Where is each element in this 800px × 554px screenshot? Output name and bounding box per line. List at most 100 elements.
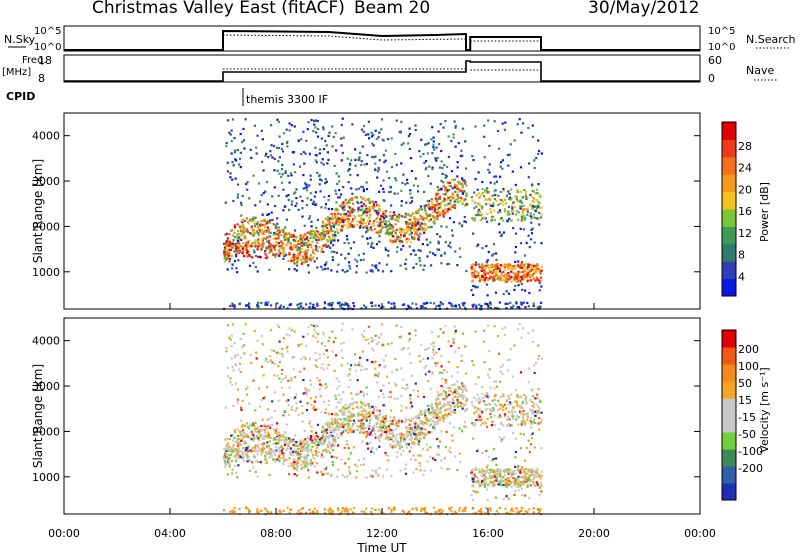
scatter-cell: [496, 334, 500, 338]
scatter-cell: [351, 414, 354, 417]
scatter-cell: [433, 206, 436, 209]
scatter-cell: [369, 213, 372, 216]
scatter-cell: [263, 437, 266, 440]
scatter-cell: [472, 423, 475, 426]
scatter-cell: [481, 452, 484, 455]
scatter-cell: [273, 245, 277, 248]
scatter-cell: [325, 434, 328, 437]
scatter-cell: [269, 359, 272, 362]
scatter-cell: [257, 443, 260, 446]
scatter-cell: [233, 429, 236, 432]
scatter-cell: [225, 243, 228, 246]
scatter-cell: [537, 200, 540, 203]
scatter-cell: [435, 200, 439, 203]
scatter-cell: [348, 168, 351, 171]
scatter-cell: [386, 229, 389, 232]
scatter-cell: [364, 208, 367, 211]
scatter-cell: [266, 427, 269, 430]
scatter-cell: [252, 217, 255, 220]
scatter-cell: [500, 274, 503, 277]
scatter-cell: [476, 202, 479, 205]
scatter-cell: [308, 389, 311, 392]
scatter-cell: [456, 380, 459, 383]
scatter-cell: [451, 205, 454, 208]
scatter-cell: [508, 358, 511, 361]
scatter-cell: [481, 422, 484, 425]
scatter-cell: [461, 382, 464, 385]
scatter-cell: [352, 214, 355, 217]
scatter-cell: [360, 201, 363, 204]
scatter-cell: [492, 279, 495, 282]
scatter-cell: [407, 432, 410, 435]
scatter-cell: [452, 197, 455, 200]
scatter-cell: [267, 361, 270, 364]
scatter-cell: [387, 396, 391, 399]
scatter-cell: [260, 428, 263, 432]
scatter-cell: [315, 462, 319, 465]
scatter-cell: [477, 171, 480, 174]
scatter-cell: [408, 438, 411, 441]
scatter-cell: [415, 467, 418, 471]
scatter-cell: [493, 209, 496, 212]
scatter-cell: [292, 438, 295, 441]
scatter-cell: [242, 139, 246, 142]
scatter-cell: [230, 357, 233, 360]
scatter-cell: [302, 257, 305, 260]
scatter-cell: [428, 165, 431, 168]
scatter-cell: [440, 459, 443, 462]
scatter-cell: [422, 357, 425, 361]
scatter-cell: [346, 157, 349, 160]
scatter-cell: [364, 204, 367, 207]
scatter-cell: [304, 233, 307, 236]
scatter-cell: [459, 359, 462, 363]
scatter-cell: [343, 419, 346, 422]
scatter-cell: [507, 190, 510, 193]
scatter-cell: [387, 301, 390, 304]
scatter-cell: [435, 146, 438, 149]
scatter-cell: [336, 182, 339, 185]
scatter-cell: [405, 241, 408, 244]
scatter-cell: [423, 161, 426, 164]
scatter-cell: [513, 482, 517, 485]
scatter-cell: [333, 428, 336, 431]
scatter-cell: [300, 453, 303, 456]
scatter-cell: [362, 418, 365, 421]
scatter-cell: [472, 305, 475, 308]
scatter-cell: [502, 424, 505, 427]
scatter-cell: [274, 233, 277, 236]
scatter-cell: [516, 199, 519, 203]
scatter-cell: [327, 403, 330, 407]
scatter-cell: [482, 483, 485, 486]
scatter-cell: [532, 276, 535, 279]
scatter-cell: [367, 242, 370, 245]
scatter-cell: [358, 158, 361, 161]
scatter-cell: [374, 304, 377, 307]
scatter-cell: [302, 306, 305, 309]
scatter-cell: [509, 143, 512, 146]
scatter-cell: [414, 217, 417, 220]
scatter-cell: [370, 433, 373, 437]
scatter-cell: [465, 269, 468, 273]
scatter-cell: [278, 156, 281, 159]
scatter-cell: [392, 416, 395, 419]
scatter-cell: [408, 338, 412, 341]
scatter-cell: [504, 268, 507, 271]
scatter-cell: [269, 426, 272, 429]
scatter-cell: [236, 248, 239, 251]
scatter-cell: [339, 218, 342, 221]
scatter-cell: [502, 275, 505, 278]
scatter-cell: [277, 455, 281, 458]
scatter-cell: [442, 185, 446, 188]
scatter-cell: [242, 442, 246, 445]
scatter-cell: [396, 451, 399, 454]
scatter-cell: [464, 409, 467, 412]
scatter-cell: [456, 161, 459, 164]
scatter-cell: [225, 437, 229, 440]
scatter-cell: [421, 420, 424, 423]
scatter-cell: [461, 302, 464, 305]
scatter-cell: [282, 435, 285, 439]
scatter-cell: [247, 450, 250, 453]
scatter-cell: [269, 424, 272, 427]
scatter-cell: [337, 401, 340, 404]
scatter-cell: [537, 183, 540, 186]
